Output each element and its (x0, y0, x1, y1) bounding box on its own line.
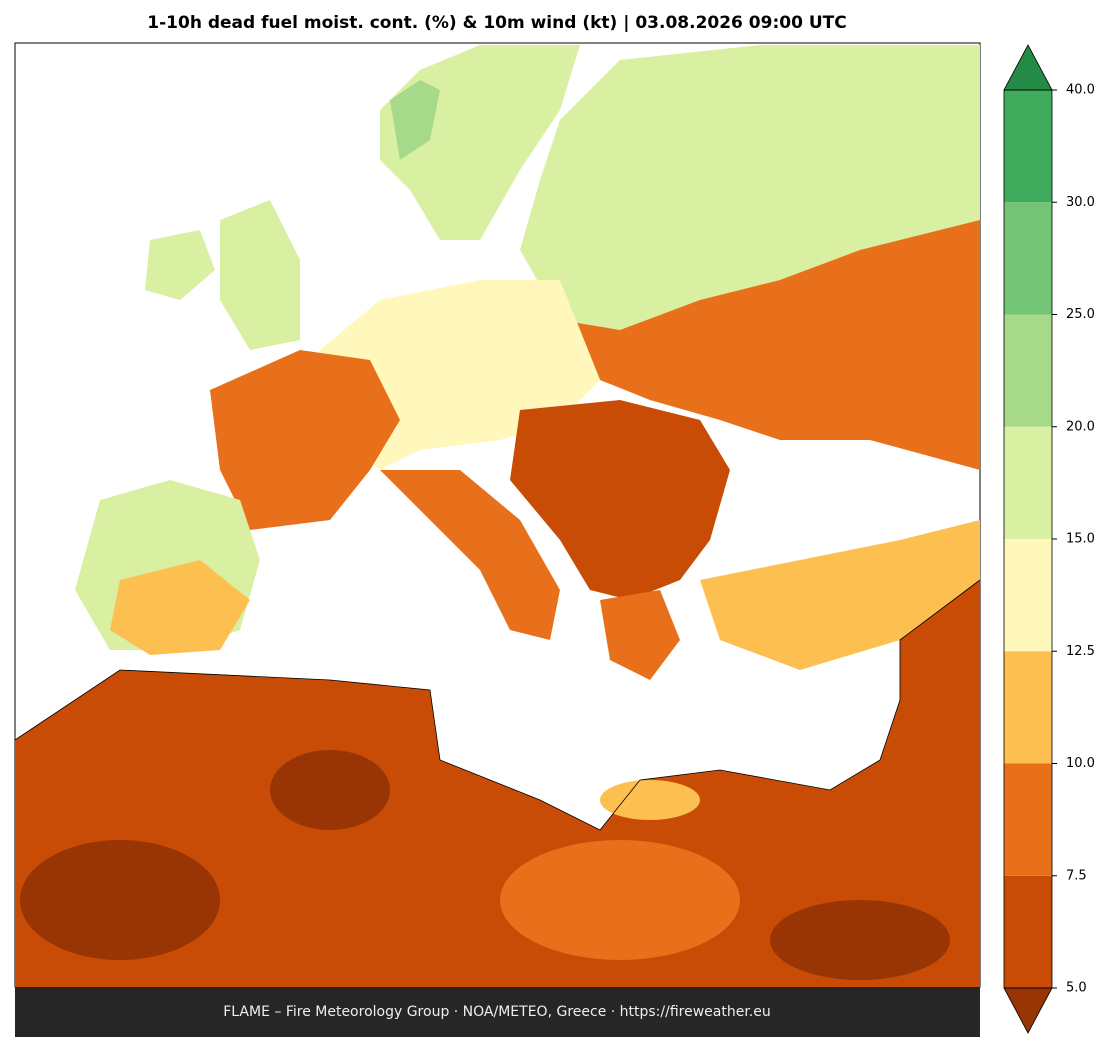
colorbar-band (1004, 763, 1052, 876)
land (380, 470, 560, 640)
colorbar-band (1004, 539, 1052, 652)
colorbar: 5.0 7.5 10.0 12.5 15.0 20.0 25.0 30.0 40.0 (1003, 44, 1095, 1034)
colorbar-over (1003, 44, 1053, 91)
colorbar-tick-label: 10.0 (1066, 756, 1095, 771)
footer-bar (15, 987, 980, 1037)
land (210, 350, 400, 530)
colorbar-tick-label: 12.5 (1066, 644, 1095, 659)
land (770, 900, 950, 980)
colorbar-tick-label: 40.0 (1066, 83, 1095, 98)
land (20, 840, 220, 960)
colorbar-tick-label: 20.0 (1066, 419, 1095, 434)
colorbar-under (1003, 987, 1053, 1034)
land (500, 840, 740, 960)
land (600, 590, 680, 680)
land (520, 45, 980, 330)
land (145, 230, 215, 300)
map (14, 42, 981, 988)
land (390, 80, 440, 160)
colorbar-tick-label: 15.0 (1066, 532, 1095, 547)
land (510, 400, 730, 600)
colorbar-tick-label: 25.0 (1066, 307, 1095, 322)
land (15, 580, 980, 987)
land (110, 560, 250, 655)
land (220, 200, 300, 350)
colorbar-tick-label: 7.5 (1066, 868, 1087, 883)
colorbar-band (1004, 426, 1052, 539)
colorbar-tick-label: 5.0 (1066, 981, 1087, 996)
colorbar-band (1004, 875, 1052, 988)
coastline (14, 579, 981, 831)
footer: FLAME – Fire Meteorology Group · NOA/MET… (223, 1004, 771, 1020)
land (270, 750, 390, 830)
land (600, 780, 700, 820)
colorbar-band (1004, 651, 1052, 764)
colorbar-band (1004, 314, 1052, 427)
colorbar-tick-label: 30.0 (1066, 195, 1095, 210)
colorbar-band (1004, 202, 1052, 315)
map-title: 1-10h dead fuel moist. cont. (%) & 10m w… (147, 13, 846, 33)
colorbar-band (1004, 90, 1052, 203)
